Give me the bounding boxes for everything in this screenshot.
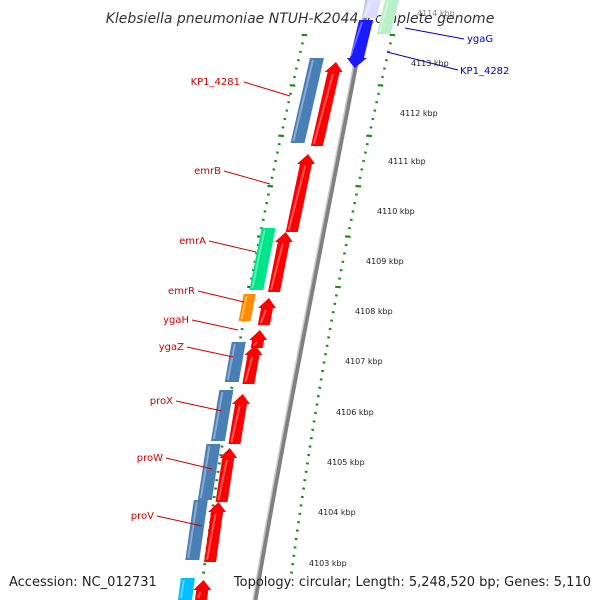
prox-leader (175, 400, 223, 412)
kp1-4282-cds[interactable] (346, 20, 374, 68)
kbp-label-4109: 4109 kbp (366, 257, 404, 266)
ygaz-cds[interactable] (224, 342, 246, 382)
emra-forward-cds[interactable] (268, 232, 293, 292)
emra-forward-cds-highlight (270, 243, 284, 291)
prow-forward-cds[interactable] (215, 448, 238, 502)
kbp-scale-labels: 4114 kbp 4113 kbp 4112 kbp 4111 kbp 4110… (309, 9, 455, 568)
prow-forward-cds-highlight (217, 459, 228, 501)
ygag-top-cds[interactable] (362, 0, 381, 18)
ygah-leader (191, 319, 239, 331)
kp1-4281-forward-cds[interactable] (310, 62, 343, 146)
emra-leader (208, 240, 257, 253)
ygag-top-cds-highlight (364, 1, 371, 17)
kp1-4282-cds-highlight (349, 21, 364, 57)
ygah-cds-highlight (252, 341, 258, 347)
gene-label-kp1-4282[interactable]: KP1_4282 (460, 66, 509, 77)
gene-label-kp1-4281[interactable]: KP1_4281 (191, 77, 240, 88)
prov-forward-cds[interactable] (204, 502, 227, 562)
kbp-label-4105: 4105 kbp (327, 458, 365, 467)
ygaz-forward-cds-highlight (244, 356, 254, 383)
prov-forward-cds-highlight (206, 513, 217, 561)
kbp-label-4106: 4106 kbp (336, 408, 374, 417)
gene-label-prov[interactable]: proV (131, 511, 154, 522)
emrr-leader (197, 290, 245, 303)
emrb-cds[interactable] (285, 154, 315, 232)
gene-label-ygah[interactable]: ygaH (163, 315, 189, 326)
emra-cds[interactable] (249, 228, 276, 290)
kbp-label-4103: 4103 kbp (309, 559, 347, 568)
ygag-cds-highlight (378, 1, 389, 33)
prov-partial-forward-cds[interactable] (193, 580, 212, 600)
emrr-forward-cds[interactable] (257, 298, 276, 325)
prow-cds[interactable] (197, 444, 221, 500)
accession-text: Accession: NC_012731 (9, 575, 157, 590)
ygaz-forward-cds[interactable] (242, 345, 263, 384)
kp1-4282-leader (386, 51, 459, 71)
gene-label-emrr[interactable]: emrR (168, 286, 195, 297)
prox-cds-highlight (212, 391, 224, 440)
emrr-forward-cds-highlight (259, 309, 267, 324)
topology-summary: Topology: circular; Length: 5,248,520 bp… (233, 575, 591, 590)
prov-leader (156, 515, 203, 527)
gene-label-emrb[interactable]: emrB (194, 166, 221, 177)
prow-leader (165, 457, 213, 470)
kp1-4281-forward-cds-highlight (312, 73, 334, 145)
kbp-label-4111: 4111 kbp (388, 157, 426, 166)
backbone-highlight (252, 0, 367, 600)
kbp-label-4108: 4108 kbp (355, 307, 393, 316)
emra-cds-highlight (251, 229, 266, 289)
minor-tick-track-right (290, 33, 396, 574)
kbp-label-4112: 4112 kbp (400, 109, 438, 118)
gene-features (178, 0, 399, 600)
gene-label-ygag[interactable]: ygaG (467, 34, 493, 45)
prox-forward-cds[interactable] (228, 394, 250, 444)
gene-label-prox[interactable]: proX (150, 396, 173, 407)
prox-cds[interactable] (210, 390, 234, 441)
emrr-cds[interactable] (238, 294, 256, 321)
kbp-label-faded: 4114 kbp (417, 9, 455, 18)
prov-partial-forward-cds-highlight (197, 591, 202, 599)
kp1-4281-reverse-cds[interactable] (290, 58, 324, 143)
ygah-cds[interactable] (249, 330, 268, 348)
gene-label-ygaz[interactable]: ygaZ (159, 342, 184, 353)
emrr-cds-highlight (240, 295, 248, 320)
ygaz-leader (186, 346, 234, 358)
prov-cds[interactable] (185, 500, 208, 560)
gene-label-emra[interactable]: emrA (179, 236, 206, 247)
map-title: Klebsiella pneumoniae NTUH-K2044, comple… (106, 11, 495, 27)
kp1-4281-reverse-cds-highlight (292, 59, 314, 142)
prow-cds-highlight (199, 445, 211, 499)
prov-partial-cds[interactable] (178, 578, 195, 600)
emrb-leader (223, 170, 271, 185)
kbp-label-4110: 4110 kbp (377, 207, 415, 216)
ygaz-cds-highlight (226, 343, 236, 381)
gene-labels-left: KP1_4281 emrB emrA emrR ygaH ygaZ proX p… (131, 77, 291, 527)
ygag-leader (404, 27, 465, 40)
emrb-cds-highlight (287, 165, 307, 231)
gene-labels-right: ygaG KP1_4282 (386, 27, 509, 77)
kbp-label-4113: 4113 kbp (411, 59, 449, 68)
gene-label-prow[interactable]: proW (137, 453, 163, 464)
prov-partial-cds-highlight (180, 579, 185, 599)
prov-cds-highlight (187, 501, 198, 559)
kbp-label-4104: 4104 kbp (318, 508, 356, 517)
prox-forward-cds-highlight (230, 405, 241, 443)
ygag-cds[interactable] (376, 0, 399, 34)
kp1-4281-leader (243, 81, 291, 97)
genome-backbone (252, 0, 371, 600)
kbp-label-4107: 4107 kbp (345, 357, 383, 366)
